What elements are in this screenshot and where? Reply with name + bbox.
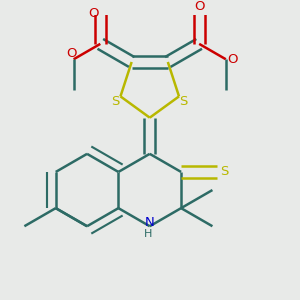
Text: H: H xyxy=(144,229,152,239)
Text: N: N xyxy=(145,216,154,229)
Text: S: S xyxy=(220,165,228,178)
Text: O: O xyxy=(194,0,204,13)
Text: S: S xyxy=(180,94,188,108)
Text: O: O xyxy=(66,47,76,60)
Text: O: O xyxy=(227,53,237,66)
Text: O: O xyxy=(88,7,99,20)
Text: S: S xyxy=(112,94,120,108)
